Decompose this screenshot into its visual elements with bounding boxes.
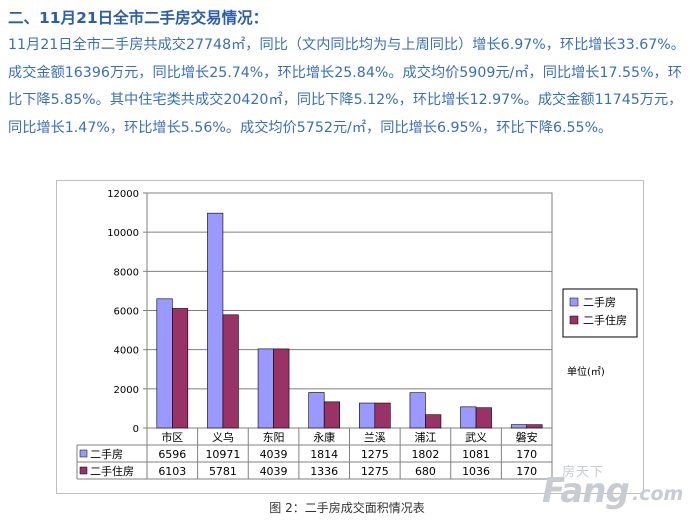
data-label: 5781 [209,465,237,478]
y-tick-label: 0 [133,424,139,435]
bar-ershouzhufang [526,424,543,429]
x-tick-label: 义乌 [212,430,234,444]
data-label: 680 [415,465,436,478]
data-label: 1081 [462,448,490,461]
bar-ershouzhufang [475,407,492,429]
y-tick-label: 6000 [114,307,139,318]
x-tick-label: 兰溪 [364,431,386,444]
bar-ershoufang [359,402,376,429]
bar-ershoufang [409,392,426,429]
data-label: 1336 [310,465,338,478]
bar-chart: 0 2000 4000 6000 8000 10000 12000 市区 义乌 东阳 永康 兰溪 浦江… [76,189,638,480]
bar-ershoufang [308,392,325,429]
legend-box [562,288,638,338]
y-tick-label: 12000 [107,189,139,200]
table-series-swatch [79,449,88,458]
chart-container: 0 2000 4000 6000 8000 10000 12000 市区 义乌 东阳 永康 兰溪 浦江… [56,180,644,494]
legend-swatch [569,315,579,325]
y-tick-label: 10000 [107,228,139,239]
section-heading: 二、11月21日全市二手房交易情况： [8,9,269,27]
bar-ershouzhufang [172,308,189,429]
plot-area: 0 2000 4000 6000 8000 10000 12000 [107,189,553,435]
bar-ershoufang [207,212,224,429]
bar-ershoufang [460,406,477,429]
bar-ershouzhufang [222,314,239,429]
y-tick-label: 8000 [114,267,139,278]
x-tick-label: 武义 [465,431,487,444]
x-tick-label: 永康 [313,430,335,444]
bar-ershouzhufang [273,348,290,429]
y-tick-label: 2000 [114,385,139,396]
data-label: 1036 [462,465,490,478]
data-label: 1802 [411,448,439,461]
legend-label: 二手房 [583,295,616,309]
y-tick-label: 4000 [114,346,139,357]
legend-swatch [569,297,579,307]
data-label: 170 [516,465,537,478]
data-label: 1275 [361,465,389,478]
summary-paragraph: 11月21日全市二手房共成交27748㎡，同比（文内同比均为与上周同比）增长6.… [8,37,685,136]
bar-ershouzhufang [374,402,391,429]
table-series-name: 二手住房 [90,464,134,478]
table-series-name: 二手房 [90,447,123,461]
data-label: 6103 [158,465,186,478]
chart-caption: 图 2：二手房成交面积情况表 [269,501,425,515]
x-tick-label: 浦江 [414,431,436,444]
data-label: 1814 [310,448,338,461]
x-tick-label: 市区 [161,430,183,444]
bar-ershoufang [257,348,274,429]
data-label: 1275 [361,448,389,461]
unit-label: 单位(㎡) [567,365,605,378]
bar-ershouzhufang [323,401,340,429]
data-label: 6596 [158,448,186,461]
table-series-swatch [79,466,88,475]
bar-ershoufang [510,424,527,429]
bar-ershoufang [156,298,173,429]
data-label: 4039 [260,448,288,461]
x-tick-label: 东阳 [263,431,285,444]
data-label: 170 [516,448,537,461]
data-label: 10971 [205,448,240,461]
legend-label: 二手住房 [583,313,627,327]
x-tick-label: 磐安 [516,430,538,444]
data-label: 4039 [260,465,288,478]
bar-ershouzhufang [425,414,442,429]
